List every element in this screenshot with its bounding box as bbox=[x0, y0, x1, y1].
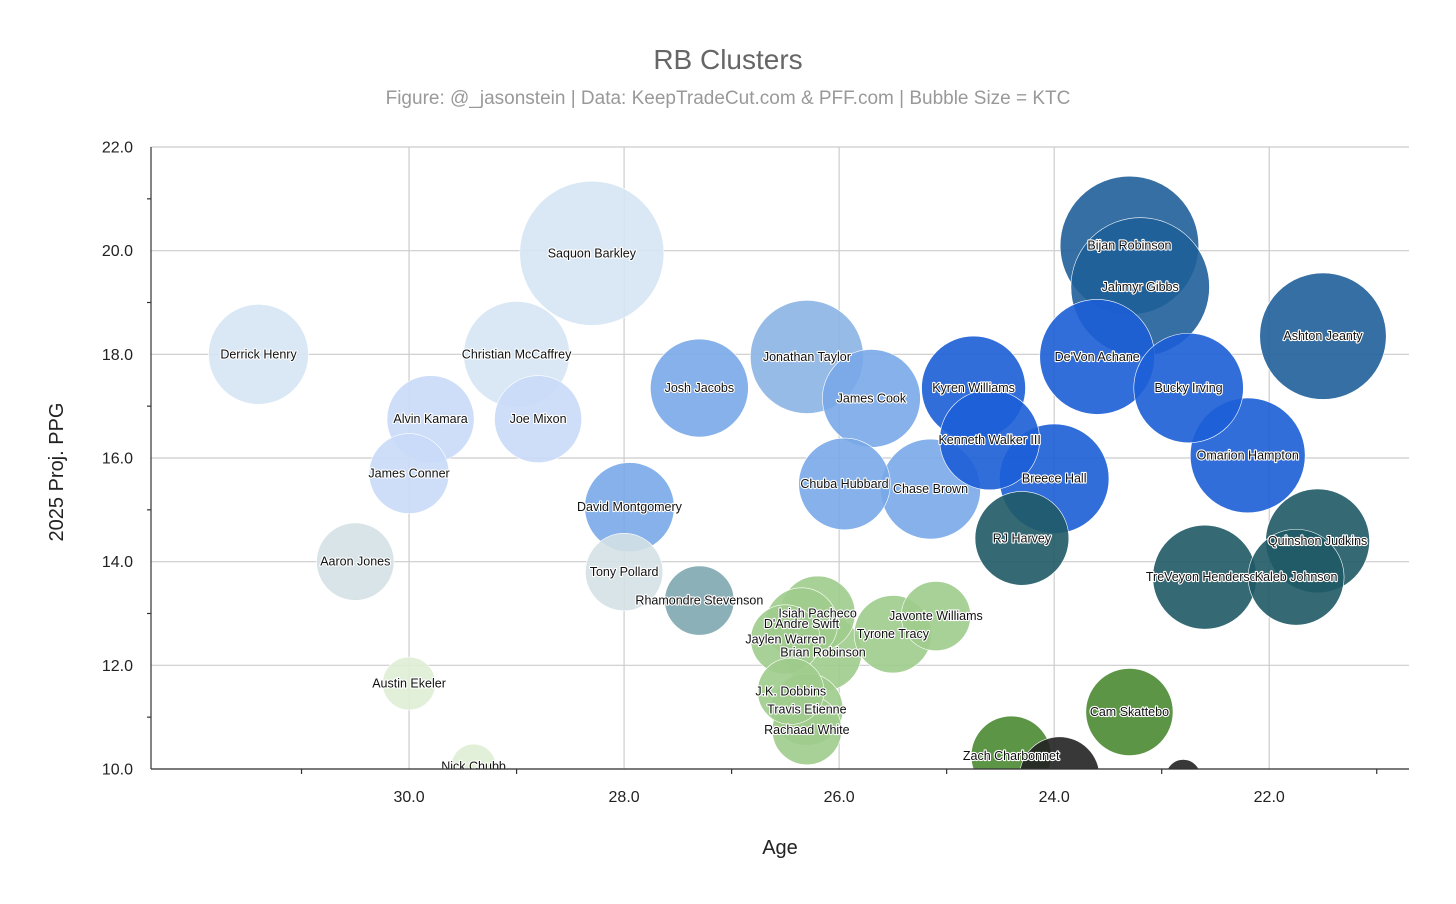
bubble-label: Jaylen Warren bbox=[745, 632, 825, 646]
bubble-label: David Montgomery bbox=[577, 500, 683, 514]
bubble-label: Tony Pollard bbox=[590, 565, 659, 579]
bubble-label: Joe Mixon bbox=[510, 412, 567, 426]
bubble[interactable] bbox=[585, 533, 664, 612]
bubble-label: Breece Hall bbox=[1022, 472, 1087, 486]
y-tick-label: 14.0 bbox=[102, 554, 133, 571]
bubble-label: Chuba Hubbard bbox=[800, 477, 888, 491]
bubble-label: Omarion Hampton bbox=[1197, 448, 1299, 462]
bubble-label: Rhamondre Stevenson bbox=[635, 594, 763, 608]
bubble-label: Jonathan Taylor bbox=[763, 350, 851, 364]
bubble-label: Kaleb Johnson bbox=[1255, 570, 1338, 584]
bubble[interactable] bbox=[939, 389, 1040, 491]
bubble-label: Kenneth Walker III bbox=[938, 433, 1040, 447]
bubble[interactable] bbox=[1085, 668, 1174, 756]
bubble-label: Kyren Williams bbox=[932, 381, 1015, 395]
y-tick-label: 20.0 bbox=[102, 243, 133, 260]
bubble-label: Derrick Henry bbox=[220, 347, 297, 361]
bubble-label: Chase Brown bbox=[893, 482, 968, 496]
bubble-label: Josh Jacobs bbox=[665, 381, 734, 395]
bubble[interactable] bbox=[798, 437, 891, 531]
bubble-label: RJ Harvey bbox=[993, 531, 1052, 545]
y-tick-label: 10.0 bbox=[102, 762, 133, 779]
bubble[interactable] bbox=[664, 565, 735, 636]
bubble[interactable] bbox=[519, 180, 665, 326]
x-axis-title: Age bbox=[762, 837, 798, 859]
bubble-label: Ashton Jeanty bbox=[1283, 329, 1363, 343]
y-tick-label: 16.0 bbox=[102, 451, 133, 468]
bubble-label: Rachaad White bbox=[764, 723, 850, 737]
x-tick-label: 22.0 bbox=[1254, 789, 1285, 806]
x-tick-label: 26.0 bbox=[824, 789, 855, 806]
bubble-label: Aaron Jones bbox=[320, 555, 390, 569]
bubble-label: De'Von Achane bbox=[1055, 350, 1140, 364]
x-tick-label: 24.0 bbox=[1039, 789, 1070, 806]
bubble[interactable] bbox=[1166, 759, 1201, 794]
bubble-label: Cam Skattebo bbox=[1090, 705, 1169, 719]
bubble-label: James Conner bbox=[368, 467, 449, 481]
bubble-labels: Derrick Henry Saquon Barkley Christian McC… bbox=[219, 237, 1368, 773]
bubble-label: D'Andre Swift bbox=[764, 617, 840, 631]
bubble[interactable] bbox=[1133, 332, 1244, 444]
bubble-label: Tyrone Tracy bbox=[857, 627, 930, 641]
bubble[interactable] bbox=[382, 656, 436, 711]
bubble[interactable] bbox=[900, 581, 971, 652]
bubble-label: Jahmyr Gibbs bbox=[1102, 280, 1179, 294]
bubble[interactable] bbox=[974, 491, 1070, 586]
bubble-label: Christian McCaffrey bbox=[462, 347, 572, 361]
bubble[interactable] bbox=[1247, 528, 1345, 626]
bubble-label: Zach Charbonnet bbox=[963, 749, 1060, 763]
bubble[interactable] bbox=[316, 522, 395, 601]
bubble-label: Austin Ekeler bbox=[372, 676, 446, 690]
chart-title: RB Clusters bbox=[653, 44, 802, 75]
bubble-label: Nick Chubb bbox=[441, 759, 506, 773]
x-tick-label: 28.0 bbox=[609, 789, 640, 806]
x-tick-label: 30.0 bbox=[393, 789, 424, 806]
bubble[interactable] bbox=[757, 657, 825, 725]
bubble-label: Bijan Robinson bbox=[1087, 238, 1171, 252]
bubble-label: Bucky Irving bbox=[1155, 381, 1223, 395]
bubble-label: Quinshon Judkins bbox=[1268, 534, 1367, 548]
bubble[interactable] bbox=[450, 743, 497, 789]
bubble-label: Isiah Pacheco bbox=[778, 607, 857, 621]
bubble-label: Alvin Kamara bbox=[393, 412, 467, 426]
bubble-label: Travis Etienne bbox=[767, 702, 846, 716]
bubble-label: James Cook bbox=[837, 391, 907, 405]
bubble[interactable] bbox=[650, 338, 749, 438]
bubble[interactable] bbox=[494, 375, 582, 464]
axes: 10.0 12.0 14.0 16.0 18.0 20.0 22.0 30.0 28.0 26.0… bbox=[102, 140, 1409, 806]
y-tick-label: 18.0 bbox=[102, 347, 133, 364]
bubble[interactable] bbox=[1259, 272, 1387, 400]
bubbles bbox=[208, 175, 1387, 817]
bubble[interactable] bbox=[1020, 736, 1100, 817]
bubble[interactable] bbox=[368, 433, 450, 514]
bubble-label: J.K. Dobbins bbox=[755, 684, 826, 698]
bubble-label: Brian Robinson bbox=[780, 645, 866, 659]
chart-subtitle: Figure: @_jasonstein | Data: KeepTradeCu… bbox=[386, 88, 1071, 109]
y-tick-label: 22.0 bbox=[102, 140, 133, 157]
bubble-label: TreVeyon Henderson bbox=[1146, 570, 1264, 584]
bubble-label: Saquon Barkley bbox=[548, 246, 637, 260]
y-axis-title: 2025 Proj. PPG bbox=[46, 403, 68, 542]
bubble-label: Javonte Williams bbox=[889, 609, 983, 623]
bubble[interactable] bbox=[208, 304, 309, 405]
y-tick-label: 12.0 bbox=[102, 658, 133, 675]
